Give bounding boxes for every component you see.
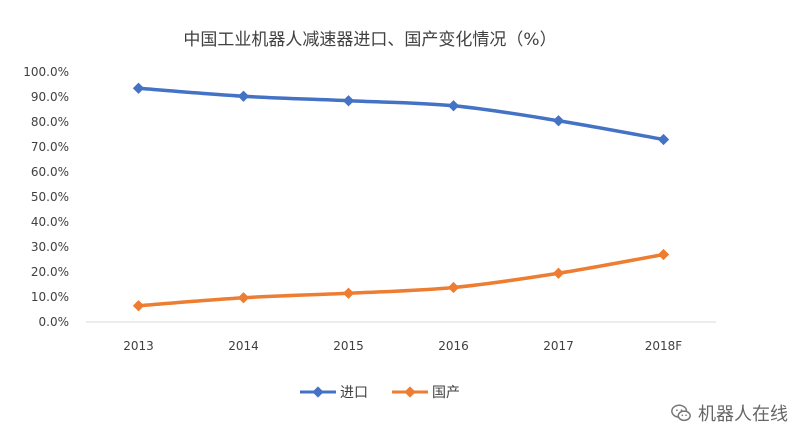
legend-item-domestic: 国产 [392,382,460,402]
data-point-domestic [657,248,670,261]
legend-swatch-import [300,386,336,398]
data-point-domestic [132,300,145,312]
data-point-import [237,90,250,102]
data-point-import [657,133,670,146]
y-tick-label: 100.0% [23,65,69,79]
y-tick-label: 30.0% [31,240,69,254]
legend-label-domestic: 国产 [432,385,460,401]
x-axis-ticks: 2013 2014 2015 2016 2017 2018F [123,339,682,353]
watermark-text: 机器人在线 [698,404,788,425]
data-point-domestic [237,292,250,304]
data-point-import [132,82,145,94]
chart-title: 中国工业机器人减速器进口、国产变化情况（%） [183,30,557,50]
y-tick-label: 90.0% [31,90,69,104]
legend: 进口 国产 [300,382,460,402]
x-tick-label: 2015 [333,339,364,353]
wechat-icon [671,404,691,422]
watermark: 机器人在线 [670,400,788,426]
x-tick-label: 2017 [543,339,574,353]
y-tick-label: 50.0% [31,190,69,204]
y-tick-label: 20.0% [31,265,69,279]
y-tick-label: 60.0% [31,165,69,179]
y-tick-label: 10.0% [31,290,69,304]
y-tick-label: 40.0% [31,215,69,229]
data-point-domestic [552,267,565,279]
data-point-domestic [342,287,355,299]
x-tick-label: 2018F [645,339,683,353]
series-layer [132,82,670,312]
legend-label-import: 进口 [340,385,368,401]
data-point-import [552,115,565,127]
y-tick-label: 70.0% [31,140,69,154]
legend-item-import: 进口 [300,382,368,402]
series-line-import [138,86,664,142]
y-axis-ticks: 0.0% 10.0% 20.0% 30.0% 40.0% 50.0% 60.0% 70.0% 8… [23,65,69,329]
y-tick-label: 0.0% [39,315,70,329]
data-point-domestic [447,281,460,294]
x-tick-label: 2016 [438,339,469,353]
data-point-import [447,100,460,112]
x-tick-label: 2013 [123,339,154,353]
y-tick-label: 80.0% [31,115,69,129]
legend-swatch-domestic [392,386,428,398]
x-tick-label: 2014 [228,339,259,353]
series-line-domestic [138,252,664,308]
data-point-import [342,95,355,107]
